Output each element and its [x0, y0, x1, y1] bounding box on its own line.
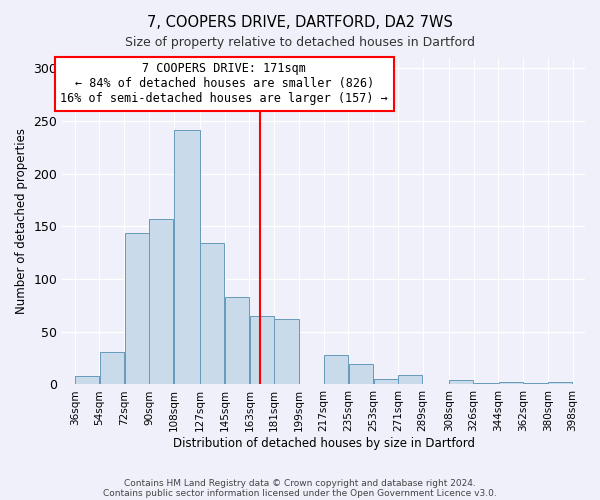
Bar	[225, 297, 249, 384]
Bar	[449, 380, 473, 384]
Bar	[548, 382, 572, 384]
Y-axis label: Number of detached properties: Number of detached properties	[15, 128, 28, 314]
Text: 7 COOPERS DRIVE: 171sqm
← 84% of detached houses are smaller (826)
16% of semi-d: 7 COOPERS DRIVE: 171sqm ← 84% of detache…	[61, 62, 388, 106]
Text: Size of property relative to detached houses in Dartford: Size of property relative to detached ho…	[125, 36, 475, 49]
X-axis label: Distribution of detached houses by size in Dartford: Distribution of detached houses by size …	[173, 437, 475, 450]
Text: Contains HM Land Registry data © Crown copyright and database right 2024.: Contains HM Land Registry data © Crown c…	[124, 478, 476, 488]
Bar	[324, 355, 348, 384]
Bar	[75, 376, 99, 384]
Bar	[398, 375, 422, 384]
Bar	[200, 243, 224, 384]
Bar	[499, 382, 523, 384]
Bar	[100, 352, 124, 384]
Text: Contains public sector information licensed under the Open Government Licence v3: Contains public sector information licen…	[103, 488, 497, 498]
Text: 7, COOPERS DRIVE, DARTFORD, DA2 7WS: 7, COOPERS DRIVE, DARTFORD, DA2 7WS	[147, 15, 453, 30]
Bar	[125, 232, 149, 384]
Bar	[349, 364, 373, 384]
Bar	[374, 379, 398, 384]
Bar	[149, 219, 173, 384]
Bar	[274, 319, 299, 384]
Bar	[174, 130, 200, 384]
Bar	[250, 316, 274, 384]
